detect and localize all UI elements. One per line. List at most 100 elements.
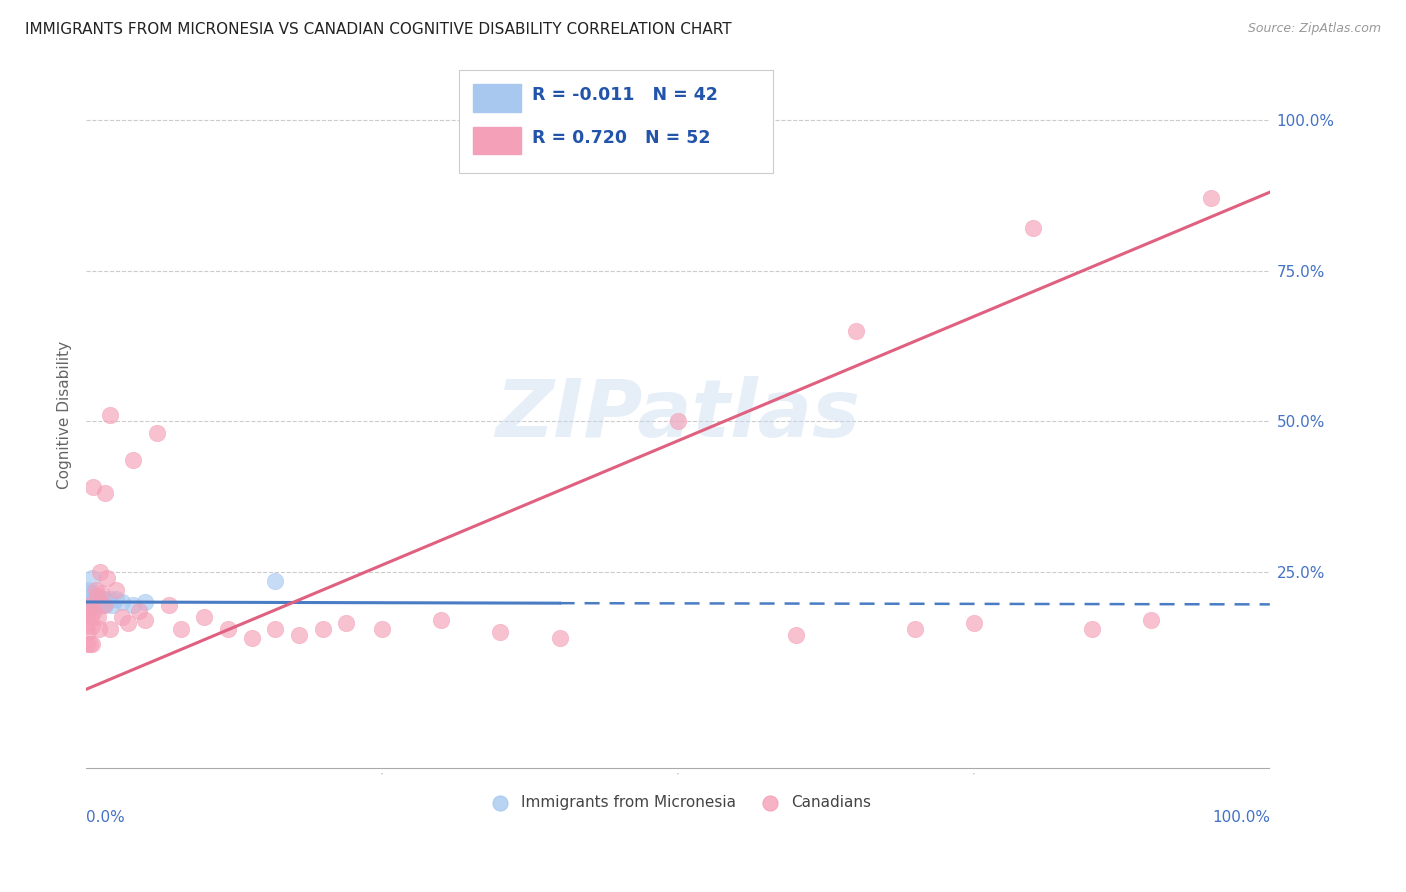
- Point: [312, 622, 335, 636]
- Point: [80, 619, 103, 633]
- Point: [86, 591, 108, 606]
- Point: [77, 595, 100, 609]
- Bar: [474, 128, 520, 154]
- Point: [89, 591, 111, 606]
- Point: [77, 601, 100, 615]
- Point: [87, 589, 110, 603]
- Point: [86, 598, 108, 612]
- Point: [77, 625, 100, 640]
- Point: [80, 591, 103, 606]
- Point: [83, 598, 105, 612]
- Point: [79, 589, 101, 603]
- FancyBboxPatch shape: [458, 70, 773, 173]
- Legend: Immigrants from Micronesia, Canadians: Immigrants from Micronesia, Canadians: [478, 789, 877, 816]
- Text: 100.0%: 100.0%: [1212, 810, 1270, 825]
- Point: [75, 619, 97, 633]
- Point: [264, 622, 287, 636]
- Point: [82, 595, 104, 609]
- Point: [87, 610, 110, 624]
- Point: [80, 571, 103, 585]
- Point: [77, 591, 100, 606]
- Bar: [474, 85, 520, 112]
- Point: [80, 598, 103, 612]
- Point: [264, 574, 287, 588]
- Point: [79, 598, 101, 612]
- Point: [94, 598, 117, 612]
- Point: [80, 589, 103, 603]
- Point: [90, 598, 112, 612]
- Point: [430, 613, 453, 627]
- Point: [785, 628, 807, 642]
- Point: [122, 598, 145, 612]
- Point: [98, 622, 121, 636]
- Point: [904, 622, 927, 636]
- Point: [110, 595, 132, 609]
- Point: [76, 637, 98, 651]
- Point: [94, 486, 117, 500]
- Point: [87, 622, 110, 636]
- Point: [170, 622, 193, 636]
- Point: [84, 582, 107, 597]
- Point: [96, 595, 118, 609]
- Point: [93, 591, 115, 606]
- Text: R = 0.720   N = 52: R = 0.720 N = 52: [533, 128, 711, 146]
- Point: [288, 628, 311, 642]
- Point: [80, 601, 103, 615]
- Point: [1140, 613, 1163, 627]
- Text: IMMIGRANTS FROM MICRONESIA VS CANADIAN COGNITIVE DISABILITY CORRELATION CHART: IMMIGRANTS FROM MICRONESIA VS CANADIAN C…: [25, 22, 733, 37]
- Point: [104, 591, 127, 606]
- Point: [193, 610, 215, 624]
- Text: 0.0%: 0.0%: [86, 810, 125, 825]
- Point: [75, 591, 97, 606]
- Point: [98, 408, 121, 422]
- Point: [371, 622, 394, 636]
- Point: [101, 598, 124, 612]
- Point: [666, 414, 689, 428]
- Point: [104, 582, 127, 597]
- Point: [84, 595, 107, 609]
- Point: [98, 591, 121, 606]
- Point: [128, 604, 150, 618]
- Text: ZIPatlas: ZIPatlas: [495, 376, 860, 454]
- Point: [157, 598, 180, 612]
- Point: [96, 571, 118, 585]
- Point: [217, 622, 239, 636]
- Point: [82, 480, 104, 494]
- Point: [76, 610, 98, 624]
- Point: [1022, 221, 1045, 235]
- Point: [80, 610, 103, 624]
- Point: [963, 615, 986, 630]
- Point: [87, 595, 110, 609]
- Point: [80, 595, 103, 609]
- Point: [87, 598, 110, 612]
- Point: [90, 586, 112, 600]
- Point: [79, 637, 101, 651]
- Point: [240, 631, 263, 645]
- Point: [335, 615, 357, 630]
- Point: [122, 453, 145, 467]
- Point: [79, 595, 101, 609]
- Point: [80, 637, 103, 651]
- Point: [134, 613, 156, 627]
- Text: Source: ZipAtlas.com: Source: ZipAtlas.com: [1247, 22, 1381, 36]
- Point: [77, 604, 100, 618]
- Point: [83, 591, 105, 606]
- Point: [84, 589, 107, 603]
- Point: [76, 598, 98, 612]
- Y-axis label: Cognitive Disability: Cognitive Disability: [58, 341, 72, 489]
- Point: [489, 625, 512, 640]
- Point: [1199, 191, 1222, 205]
- Point: [76, 586, 98, 600]
- Text: R = -0.011   N = 42: R = -0.011 N = 42: [533, 86, 718, 103]
- Point: [82, 598, 104, 612]
- Point: [89, 565, 111, 579]
- Point: [86, 589, 108, 603]
- Point: [146, 426, 169, 441]
- Point: [83, 604, 105, 618]
- Point: [91, 595, 114, 609]
- Point: [76, 589, 98, 603]
- Point: [844, 324, 866, 338]
- Point: [548, 631, 571, 645]
- Point: [117, 615, 139, 630]
- Point: [80, 586, 103, 600]
